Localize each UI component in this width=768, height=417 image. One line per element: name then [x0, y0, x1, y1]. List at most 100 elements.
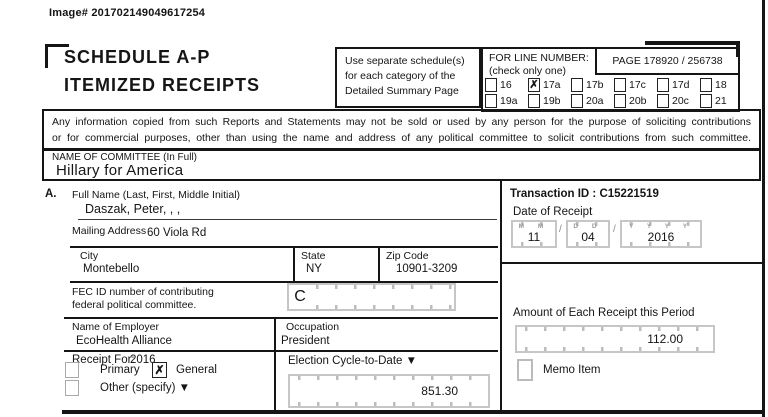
address-city-divider — [70, 246, 498, 248]
full-name-label: Full Name (Last, First, Middle Initial) — [72, 189, 241, 201]
line-option-label: 20b — [629, 95, 647, 107]
line-option-label: 17b — [586, 79, 604, 91]
date-of-receipt-label: Date of Receipt — [513, 206, 593, 218]
checkbox-line-17a[interactable]: ✗ — [528, 78, 540, 92]
date-month-field[interactable]: M M 11 — [511, 220, 557, 248]
section-a-marker: A. — [45, 188, 57, 200]
use-note-line: Use separate schedule(s) — [345, 55, 465, 67]
checkbox-line-20c[interactable] — [657, 94, 669, 108]
line-option-label: 19b — [543, 95, 561, 107]
for-line-number-box: FOR LINE NUMBER: (check only one) PAGE 1… — [481, 47, 740, 112]
line-option-label: 21 — [715, 95, 727, 107]
primary-label: Primary — [100, 364, 140, 376]
committee-name-label: NAME OF COMMITTEE (In Full) — [52, 152, 197, 163]
month-tick-letters: M M — [518, 223, 550, 230]
amount-label: Amount of Each Receipt this Period — [513, 307, 695, 319]
fecid-employer-divider — [64, 317, 498, 319]
corner-mark-top-right-line — [645, 41, 740, 45]
line-number-column: 16 19a — [485, 77, 528, 109]
full-name-underline — [78, 219, 497, 220]
disclaimer-text-line2: or for commercial purposes, other than u… — [52, 132, 751, 144]
line-option-label: 20a — [586, 95, 604, 107]
checkbox-line-17c[interactable] — [614, 78, 626, 92]
day-tick-letters: D D — [573, 223, 603, 230]
year-tick-letters: Y Y Y Y — [628, 223, 694, 230]
amount-field[interactable]: 112.00 — [515, 325, 715, 353]
date-day-field[interactable]: D D 04 — [566, 220, 610, 248]
right-panel-divider — [501, 262, 762, 264]
checkbox-other[interactable] — [65, 380, 79, 396]
general-label: General — [176, 364, 217, 376]
line-number-column: ✗ 17a 19b — [528, 77, 571, 109]
committee-name-value[interactable]: Hillary for America — [56, 162, 184, 179]
occupation-value[interactable]: President — [281, 335, 330, 347]
election-cycle-amount-field[interactable]: 851.30 — [288, 374, 490, 408]
employer-occupation-divider — [274, 317, 276, 410]
checkbox-line-21[interactable] — [700, 94, 712, 108]
zip-value[interactable]: 10901-3209 — [396, 263, 458, 275]
city-label: City — [80, 250, 99, 262]
disclaimer-text-line1: Any information copied from such Reports… — [52, 116, 751, 128]
receipt-for-label: Receipt For: — [72, 354, 135, 366]
mailing-address-label: Mailing Address — [72, 225, 147, 237]
checkbox-primary[interactable] — [65, 362, 79, 378]
form-title-line1: SCHEDULE A-P — [64, 47, 211, 67]
committee-name-box: NAME OF COMMITTEE (In Full) Hillary for … — [42, 150, 761, 181]
state-label: State — [301, 250, 326, 262]
full-name-value[interactable]: Daszak, Peter, , , — [85, 202, 181, 216]
checkbox-line-20b[interactable] — [614, 94, 626, 108]
corner-bracket-top-left — [45, 44, 69, 68]
fec-id-field[interactable]: C — [287, 283, 456, 311]
receipt-for-year: 2016 — [130, 354, 156, 366]
date-month-value[interactable]: 11 — [527, 230, 541, 244]
city-value[interactable]: Montebello — [83, 263, 140, 275]
checkbox-line-18[interactable] — [700, 78, 712, 92]
line-number-column: 17d 20c — [657, 77, 700, 109]
main-vertical-divider — [500, 181, 502, 414]
checkbox-line-20a[interactable] — [571, 94, 583, 108]
mailing-address-value[interactable]: 60 Viola Rd — [147, 227, 207, 239]
city-fecid-divider — [70, 281, 498, 283]
checkbox-line-17b[interactable] — [571, 78, 583, 92]
checkbox-line-19a[interactable] — [485, 94, 497, 108]
state-value[interactable]: NY — [306, 263, 322, 275]
memo-item-label: Memo Item — [543, 364, 601, 376]
date-day-value[interactable]: 04 — [581, 230, 595, 244]
other-specify-label: Other (specify) ▼ — [100, 382, 190, 394]
line-number-column: 18 21 — [700, 77, 743, 109]
section-bottom-border — [62, 410, 763, 414]
city-state-divider — [293, 246, 295, 281]
fec-id-label-line1: FEC ID number of contributing — [72, 286, 214, 298]
zip-label: Zip Code — [386, 250, 429, 262]
use-separate-schedule-note: Use separate schedule(s) for each catego… — [335, 47, 481, 108]
line-option-label: 19a — [500, 95, 518, 107]
image-number: Image# 201702149049617254 — [49, 7, 206, 19]
fec-id-input[interactable] — [311, 285, 454, 309]
date-year-value[interactable]: 2016 — [647, 230, 675, 244]
line-number-column: 17b 20a — [571, 77, 614, 109]
fec-id-label-line2: federal political committee. — [72, 299, 197, 311]
election-cycle-label: Election Cycle-to-Date ▼ — [288, 355, 417, 367]
date-year-field[interactable]: Y Y Y Y 2016 — [620, 220, 702, 248]
line-option-label: 17d — [672, 79, 690, 91]
fec-id-prefix: C — [289, 285, 311, 309]
check-only-one-label: (check only one) — [489, 65, 567, 77]
use-note-line: Detailed Summary Page — [345, 85, 459, 97]
line-option-label: 17a — [543, 79, 561, 91]
use-note-line: for each category of the — [345, 70, 456, 82]
checkbox-line-16[interactable] — [485, 78, 497, 92]
employer-value[interactable]: EcoHealth Alliance — [76, 335, 172, 347]
checkbox-memo-item[interactable] — [517, 359, 533, 381]
employer-label: Name of Employer — [72, 321, 159, 333]
checkbox-general[interactable]: ✗ — [152, 362, 167, 378]
checkbox-line-17d[interactable] — [657, 78, 669, 92]
employer-receiptfor-divider — [64, 350, 498, 352]
disclaimer-box: Any information copied from such Reports… — [42, 109, 761, 150]
date-separator: / — [559, 224, 562, 235]
transaction-id: Transaction ID : C15221519 — [510, 188, 659, 200]
checkbox-line-19b[interactable] — [528, 94, 540, 108]
line-option-label: 16 — [500, 79, 512, 91]
date-separator: / — [613, 224, 616, 235]
line-option-label: 17c — [629, 79, 646, 91]
for-line-number-label: FOR LINE NUMBER: — [489, 52, 589, 64]
